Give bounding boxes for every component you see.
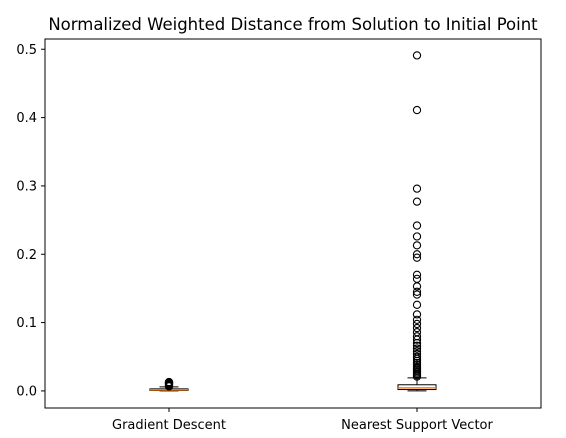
outlier-point bbox=[412, 327, 422, 337]
y-axis: 0.0 0.1 0.2 0.3 0.4 0.5 bbox=[16, 43, 45, 399]
outlier-point bbox=[412, 319, 422, 329]
outlier-point bbox=[412, 349, 422, 359]
y-tick-label: 0.5 bbox=[16, 43, 37, 58]
outlier-point bbox=[412, 51, 422, 60]
outlier-point bbox=[412, 184, 422, 193]
outlier-point bbox=[412, 323, 422, 333]
outlier-point bbox=[412, 332, 422, 341]
axes-frame bbox=[44, 38, 542, 409]
y-tick-label: 0.3 bbox=[16, 179, 37, 194]
y-tick-label: 0.4 bbox=[16, 111, 37, 126]
outlier-point bbox=[412, 274, 422, 283]
outlier-point bbox=[412, 290, 422, 299]
y-tick-label: 0.2 bbox=[16, 248, 37, 263]
y-tick-label: 0.0 bbox=[16, 384, 37, 399]
x-tick-label: Nearest Support Vector bbox=[341, 418, 493, 433]
y-tick-label: 0.1 bbox=[16, 316, 37, 331]
outlier-point bbox=[412, 221, 422, 230]
outlier-point bbox=[412, 287, 422, 296]
outlier-point bbox=[164, 377, 174, 387]
outlier-point bbox=[412, 352, 422, 361]
outlier-point bbox=[412, 310, 422, 319]
box-group bbox=[397, 51, 437, 392]
outlier-point bbox=[412, 197, 422, 206]
outlier-point bbox=[412, 105, 422, 115]
outlier-point bbox=[412, 341, 422, 350]
outlier-point bbox=[412, 250, 422, 259]
plot-area bbox=[149, 51, 437, 392]
outlier-point bbox=[412, 253, 422, 262]
x-axis: Gradient Descent Nearest Support Vector bbox=[112, 408, 494, 433]
outlier-point bbox=[412, 270, 422, 279]
outlier-point bbox=[412, 232, 422, 241]
outlier-point bbox=[412, 344, 422, 353]
outlier-point bbox=[412, 347, 422, 356]
box-group bbox=[149, 377, 189, 392]
outlier-point bbox=[412, 300, 422, 309]
outlier-point bbox=[412, 282, 422, 291]
chart-title: Normalized Weighted Distance from Soluti… bbox=[48, 15, 538, 34]
outlier-point bbox=[412, 315, 422, 324]
outlier-point bbox=[412, 241, 422, 250]
x-tick-label: Gradient Descent bbox=[112, 418, 226, 433]
